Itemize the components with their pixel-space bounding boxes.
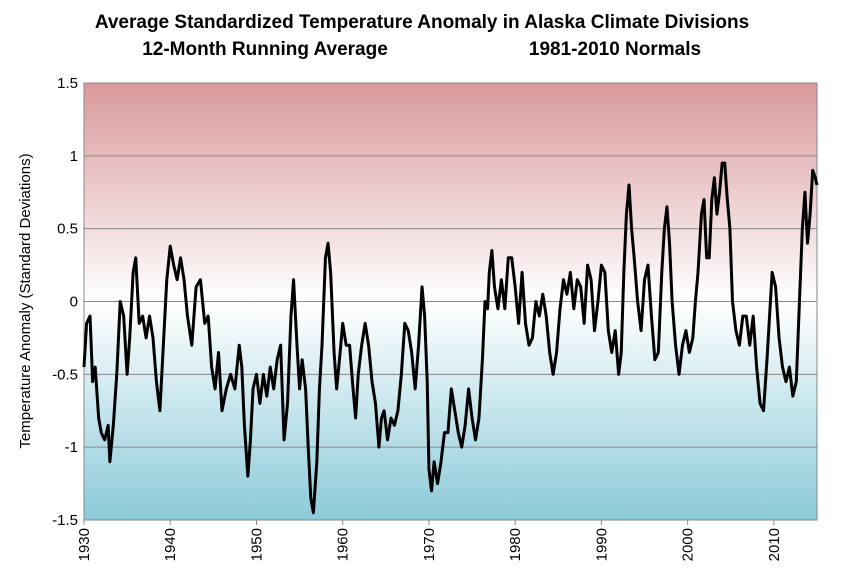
data-line (82, 161, 819, 515)
x-tick-label: 2010 (766, 528, 783, 561)
annotation: 1981-2010 Normals (529, 39, 701, 60)
chart-subtitle: 12-Month Running Average (142, 39, 388, 60)
y-tick-label: -1 (65, 439, 78, 456)
chart-title: Average Standardized Temperature Anomaly… (95, 12, 749, 33)
y-tick-label: 0.5 (57, 221, 78, 238)
marks (82, 161, 819, 515)
x-tick-label: 1980 (507, 528, 524, 561)
x-tick-label: 2000 (680, 528, 697, 561)
y-tick-label: 1 (70, 148, 78, 165)
y-tick-label: -1.5 (52, 512, 78, 529)
y-tick-label: 0 (70, 294, 78, 311)
x-tick-label: 1950 (248, 528, 265, 561)
grid (83, 82, 817, 525)
y-axis-label: Temperature Anomaly (Standard Deviations… (17, 153, 34, 448)
y-tick-label: -0.5 (52, 366, 78, 383)
x-tick-label: 1960 (335, 528, 352, 561)
tick-labels: -1.5 -1 -0.5 0 0.5 1 1.5 1930 1940 1950 1960 1970 19… (52, 75, 783, 561)
x-tick-label: 1930 (76, 528, 93, 561)
x-tick-label: 1970 (421, 528, 438, 561)
x-tick-label: 1990 (593, 528, 610, 561)
x-tick-label: 1940 (162, 528, 179, 561)
y-tick-label: 1.5 (57, 75, 78, 92)
